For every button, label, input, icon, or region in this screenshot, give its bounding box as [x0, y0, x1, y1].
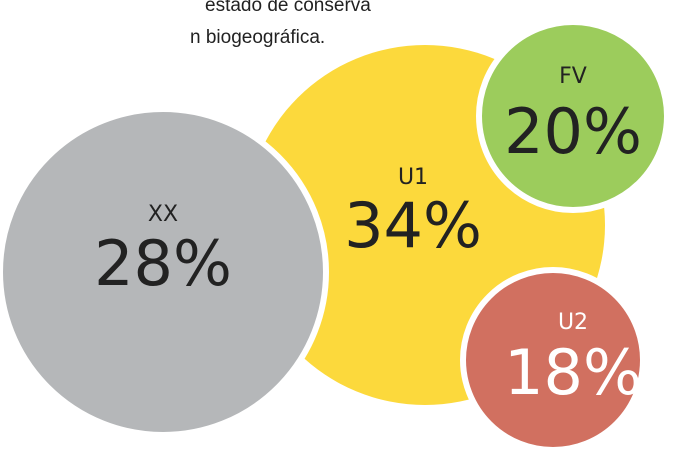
category-label: U1: [398, 165, 428, 190]
value-label: 20%: [504, 95, 642, 168]
value-label: 18%: [504, 336, 642, 409]
value-label: 28%: [94, 227, 232, 300]
value-label: 34%: [344, 189, 482, 262]
category-label: XX: [148, 202, 178, 227]
bubble: [460, 267, 646, 453]
text-line: estado de conserva: [205, 0, 371, 16]
category-label: U2: [558, 310, 588, 335]
bubble: [0, 106, 329, 438]
text-line: n biogeográfica.: [190, 27, 325, 48]
category-label: FV: [559, 64, 587, 89]
bubble: [476, 19, 670, 213]
